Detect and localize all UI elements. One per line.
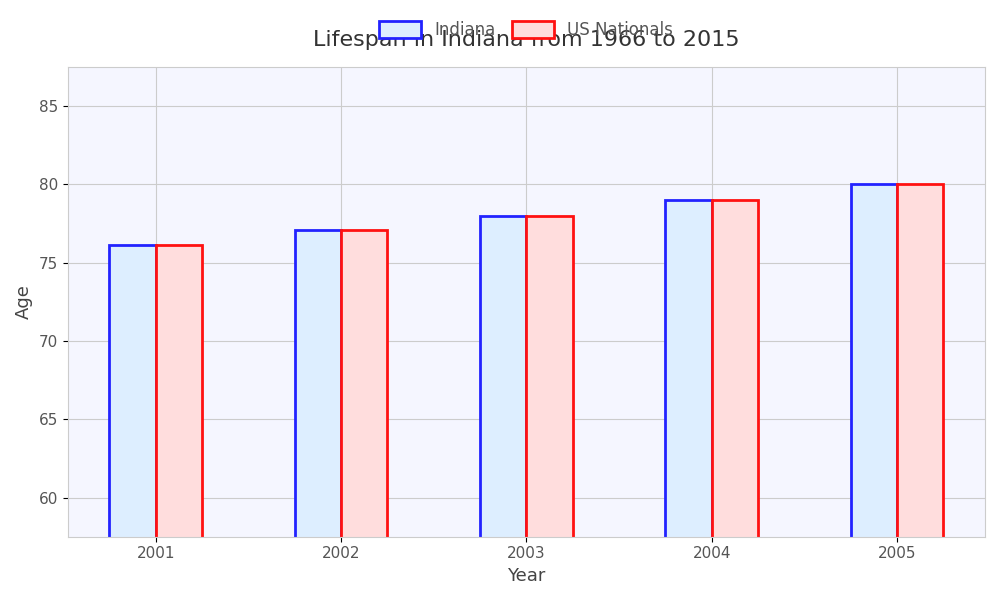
- X-axis label: Year: Year: [507, 567, 546, 585]
- Bar: [712, 200, 758, 600]
- Bar: [156, 245, 202, 600]
- Y-axis label: Age: Age: [15, 284, 33, 319]
- Bar: [109, 245, 156, 600]
- Bar: [341, 230, 387, 600]
- Legend: Indiana, US Nationals: Indiana, US Nationals: [373, 14, 680, 46]
- Bar: [851, 184, 897, 600]
- Title: Lifespan in Indiana from 1966 to 2015: Lifespan in Indiana from 1966 to 2015: [313, 30, 740, 50]
- Bar: [526, 215, 573, 600]
- Bar: [295, 230, 341, 600]
- Bar: [665, 200, 712, 600]
- Bar: [897, 184, 943, 600]
- Bar: [480, 215, 526, 600]
